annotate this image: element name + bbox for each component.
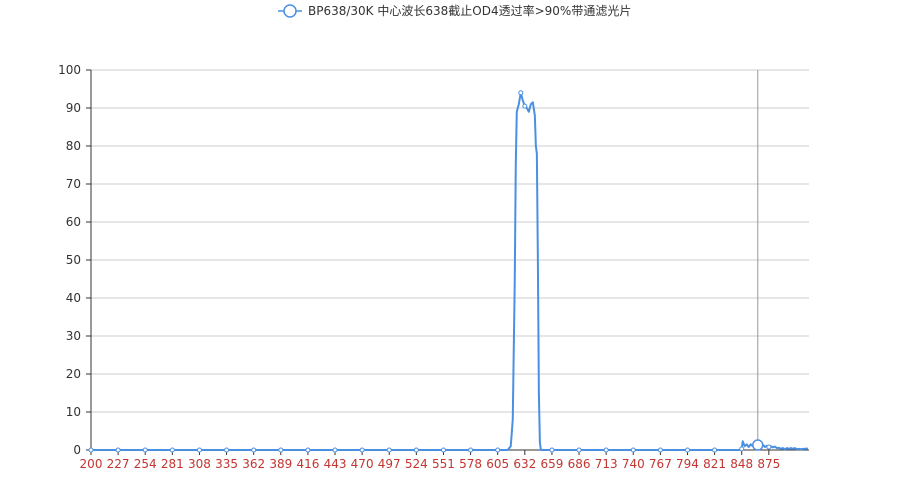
x-tick-label: 848 — [730, 457, 753, 471]
legend-label: BP638/30K 中心波长638截止OD4透过率>90%带通滤光片 — [308, 3, 631, 18]
data-point[interactable] — [522, 103, 528, 109]
x-tick-label: 686 — [568, 457, 591, 471]
y-tick-label: 90 — [66, 101, 81, 115]
x-tick-label: 875 — [757, 457, 780, 471]
x-tick-label: 254 — [134, 457, 157, 471]
x-axis: 200 227 254 281 308 335 362 389 416 443 470 497 524 5… — [80, 449, 809, 471]
data-point[interactable] — [142, 447, 148, 453]
x-tick-label: 659 — [540, 457, 563, 471]
x-tick-label: 335 — [215, 457, 238, 471]
data-point[interactable] — [766, 444, 772, 450]
circle-line-icon — [283, 4, 297, 18]
data-point[interactable] — [332, 447, 338, 453]
x-tick-label: 551 — [432, 457, 455, 471]
x-tick-label: 416 — [296, 457, 319, 471]
x-tick-label: 821 — [703, 457, 726, 471]
x-tick-label: 578 — [459, 457, 482, 471]
markers — [88, 90, 772, 453]
y-tick-label: 50 — [66, 253, 81, 267]
data-point[interactable] — [549, 447, 555, 453]
data-point[interactable] — [305, 447, 311, 453]
y-tick-label: 20 — [66, 367, 81, 381]
x-tick-label: 389 — [269, 457, 292, 471]
data-point[interactable] — [630, 447, 636, 453]
data-point[interactable] — [169, 447, 175, 453]
data-point[interactable] — [739, 446, 745, 452]
x-tick-label: 740 — [622, 457, 645, 471]
data-point[interactable] — [440, 447, 446, 453]
y-tick-label: 30 — [66, 329, 81, 343]
x-tick-label: 497 — [378, 457, 401, 471]
x-tick-label: 713 — [595, 457, 618, 471]
data-point[interactable] — [251, 447, 257, 453]
data-point[interactable] — [196, 447, 202, 453]
x-tick-label: 605 — [486, 457, 509, 471]
x-tick-label: 227 — [107, 457, 130, 471]
data-point[interactable] — [386, 447, 392, 453]
x-tick-label: 443 — [324, 457, 347, 471]
x-tick-label: 524 — [405, 457, 428, 471]
x-tick-label: 200 — [80, 457, 103, 471]
data-point[interactable] — [684, 447, 690, 453]
grid-lines — [91, 69, 809, 413]
data-point[interactable] — [88, 447, 94, 453]
y-tick-label: 0 — [73, 443, 81, 457]
data-point[interactable] — [657, 447, 663, 453]
legend[interactable]: BP638/30K 中心波长638截止OD4透过率>90%带通滤光片 — [278, 3, 631, 18]
hover-point[interactable] — [752, 439, 764, 451]
x-tick-label: 281 — [161, 457, 184, 471]
data-point[interactable] — [359, 447, 365, 453]
y-axis-labels: 0 10 20 30 40 50 60 70 80 90 100 — [58, 63, 92, 457]
data-point[interactable] — [495, 447, 501, 453]
y-tick-label: 80 — [66, 139, 81, 153]
x-tick-label: 308 — [188, 457, 211, 471]
data-point[interactable] — [413, 447, 419, 453]
y-tick-label: 100 — [58, 63, 81, 77]
x-tick-label: 767 — [649, 457, 672, 471]
x-tick-label: 362 — [242, 457, 265, 471]
data-point[interactable] — [468, 447, 474, 453]
data-point[interactable] — [518, 90, 524, 96]
data-point[interactable] — [576, 447, 582, 453]
x-tick-label: 470 — [351, 457, 374, 471]
data-point[interactable] — [115, 447, 121, 453]
y-tick-label: 10 — [66, 405, 81, 419]
y-tick-label: 60 — [66, 215, 81, 229]
x-tick-label: 632 — [513, 457, 536, 471]
y-tick-label: 70 — [66, 177, 81, 191]
x-tick-label: 794 — [676, 457, 699, 471]
data-point[interactable] — [224, 447, 230, 453]
y-tick-label: 40 — [66, 291, 81, 305]
data-point[interactable] — [603, 447, 609, 453]
data-point[interactable] — [712, 447, 718, 453]
data-point[interactable] — [278, 447, 284, 453]
